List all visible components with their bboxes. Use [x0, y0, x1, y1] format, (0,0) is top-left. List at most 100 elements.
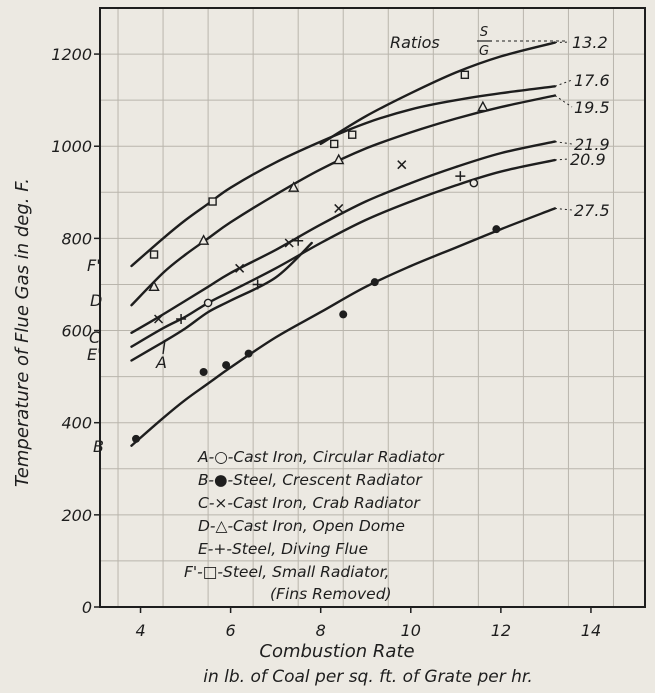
legend-entry: D-△-Cast Iron, Open Dome [198, 517, 405, 535]
marker-triangle-open [197, 234, 210, 245]
marker-square-open [460, 70, 470, 80]
series-line-B [130, 207, 557, 447]
data-point-D [148, 280, 160, 291]
ratio-label-C: 21.9 [574, 135, 610, 154]
data-point-F' [149, 250, 159, 259]
marker-triangle-open [333, 153, 345, 165]
y-tick-label: 1000 [51, 137, 92, 156]
data-point-A [469, 178, 479, 188]
ratio-label-A: 20.9 [570, 150, 606, 169]
data-point-E [176, 314, 187, 325]
data-point-B [132, 434, 141, 443]
data-point-D [288, 181, 300, 192]
data-point-B [222, 361, 231, 370]
data-point-B [492, 225, 501, 234]
data-point-B [199, 368, 208, 377]
marker-triangle-open [288, 181, 300, 192]
y-tick-label: 200 [61, 506, 92, 525]
legend-entry: E-+-Steel, Diving Flue [198, 540, 368, 558]
ratios-numerator: S [480, 25, 488, 40]
data-point-A [203, 298, 213, 308]
plot-frame [99, 7, 646, 608]
marker-plus [455, 171, 466, 182]
x-tick-label: 10 [401, 621, 421, 640]
y-tick-label: 600 [61, 322, 92, 341]
ratio-leader-C [554, 141, 573, 145]
data-point-F' [330, 139, 339, 149]
marker-circle-filled [132, 434, 141, 443]
ratio-label-D: 19.5 [574, 98, 610, 117]
data-point-E [252, 279, 263, 290]
marker-plus [293, 235, 304, 246]
marker-circle-open [469, 178, 479, 188]
ratio-leader-D [554, 95, 573, 108]
series-line-top [319, 41, 557, 146]
data-point-D [333, 153, 345, 165]
legend-entry: (Fins Removed) [270, 585, 392, 603]
marker-circle-filled [492, 225, 501, 234]
marker-circle-filled [199, 368, 208, 377]
marker-cross [284, 238, 294, 248]
marker-circle-filled [339, 310, 348, 319]
x-tick-label: 14 [581, 621, 601, 640]
y-tick-label: 0 [82, 598, 92, 617]
marker-triangle-open [477, 100, 489, 112]
legend-entry: B-●-Steel, Crescent Radiator [198, 471, 423, 489]
marker-cross [397, 160, 407, 170]
ratio-label-F': 17.6 [574, 71, 610, 90]
marker-cross [154, 314, 164, 324]
x-tick-label: 8 [316, 621, 326, 640]
curve-label-B: B [93, 437, 104, 456]
data-point-D [197, 234, 210, 245]
marker-circle-filled [370, 278, 379, 287]
ratios-label: Ratios [390, 33, 440, 52]
data-point-E [455, 171, 466, 182]
curve-label-A-arrow [162, 339, 166, 355]
legend-entry: A-○-Cast Iron, Circular Radiator [197, 448, 445, 466]
marker-cross [334, 203, 344, 213]
data-point-B [370, 278, 379, 287]
y-axis-label: Temperature of Flue Gas in deg. F. [12, 178, 33, 487]
data-point-C [154, 314, 164, 324]
data-point-C [235, 263, 245, 273]
data-point-F' [460, 70, 470, 80]
marker-square-open [149, 250, 159, 259]
marker-circle-filled [244, 349, 253, 358]
marker-square-open [348, 130, 357, 139]
curve-label-E: E' [87, 345, 102, 364]
marker-plus [252, 279, 263, 290]
ratio-leader-F' [554, 79, 573, 87]
data-point-F' [348, 130, 357, 139]
legend-entry: C-×-Cast Iron, Crab Radiator [198, 494, 421, 512]
x-tick-label: 6 [226, 621, 236, 640]
series-line-E [130, 241, 313, 362]
curve-label-C: C [89, 328, 101, 347]
x-tick-label: 12 [491, 621, 511, 640]
series-line-F' [130, 85, 557, 268]
x-axis-label: Combustion Rate [259, 641, 414, 662]
ratio-leader-top [554, 41, 571, 44]
legend-entry: F'-□-Steel, Small Radiator, [184, 563, 389, 581]
data-point-C [284, 238, 294, 248]
curve-label-A-pointer: A [155, 353, 167, 372]
data-point-F' [208, 197, 217, 206]
marker-circle-filled [222, 361, 231, 370]
curve-label-F': F' [87, 256, 101, 275]
curve-label-D: D [90, 291, 102, 310]
series-line-D [130, 94, 557, 307]
marker-square-open [208, 197, 217, 206]
y-tick-label: 400 [61, 414, 92, 433]
y-tick-label: 1200 [51, 45, 92, 64]
ratios-denominator: G [479, 44, 489, 59]
data-point-B [244, 349, 253, 358]
marker-triangle-open [148, 280, 160, 291]
ratio-leader-B [554, 207, 573, 211]
data-point-C [397, 160, 407, 170]
x-axis-label-2: in lb. of Coal per sq. ft. of Grate per … [203, 667, 533, 687]
data-point-E [293, 235, 304, 246]
data-point-B [339, 310, 348, 319]
marker-circle-open [203, 298, 213, 308]
ratio-label-B: 27.5 [574, 201, 610, 220]
ratio-label-top: 13.2 [572, 33, 608, 52]
